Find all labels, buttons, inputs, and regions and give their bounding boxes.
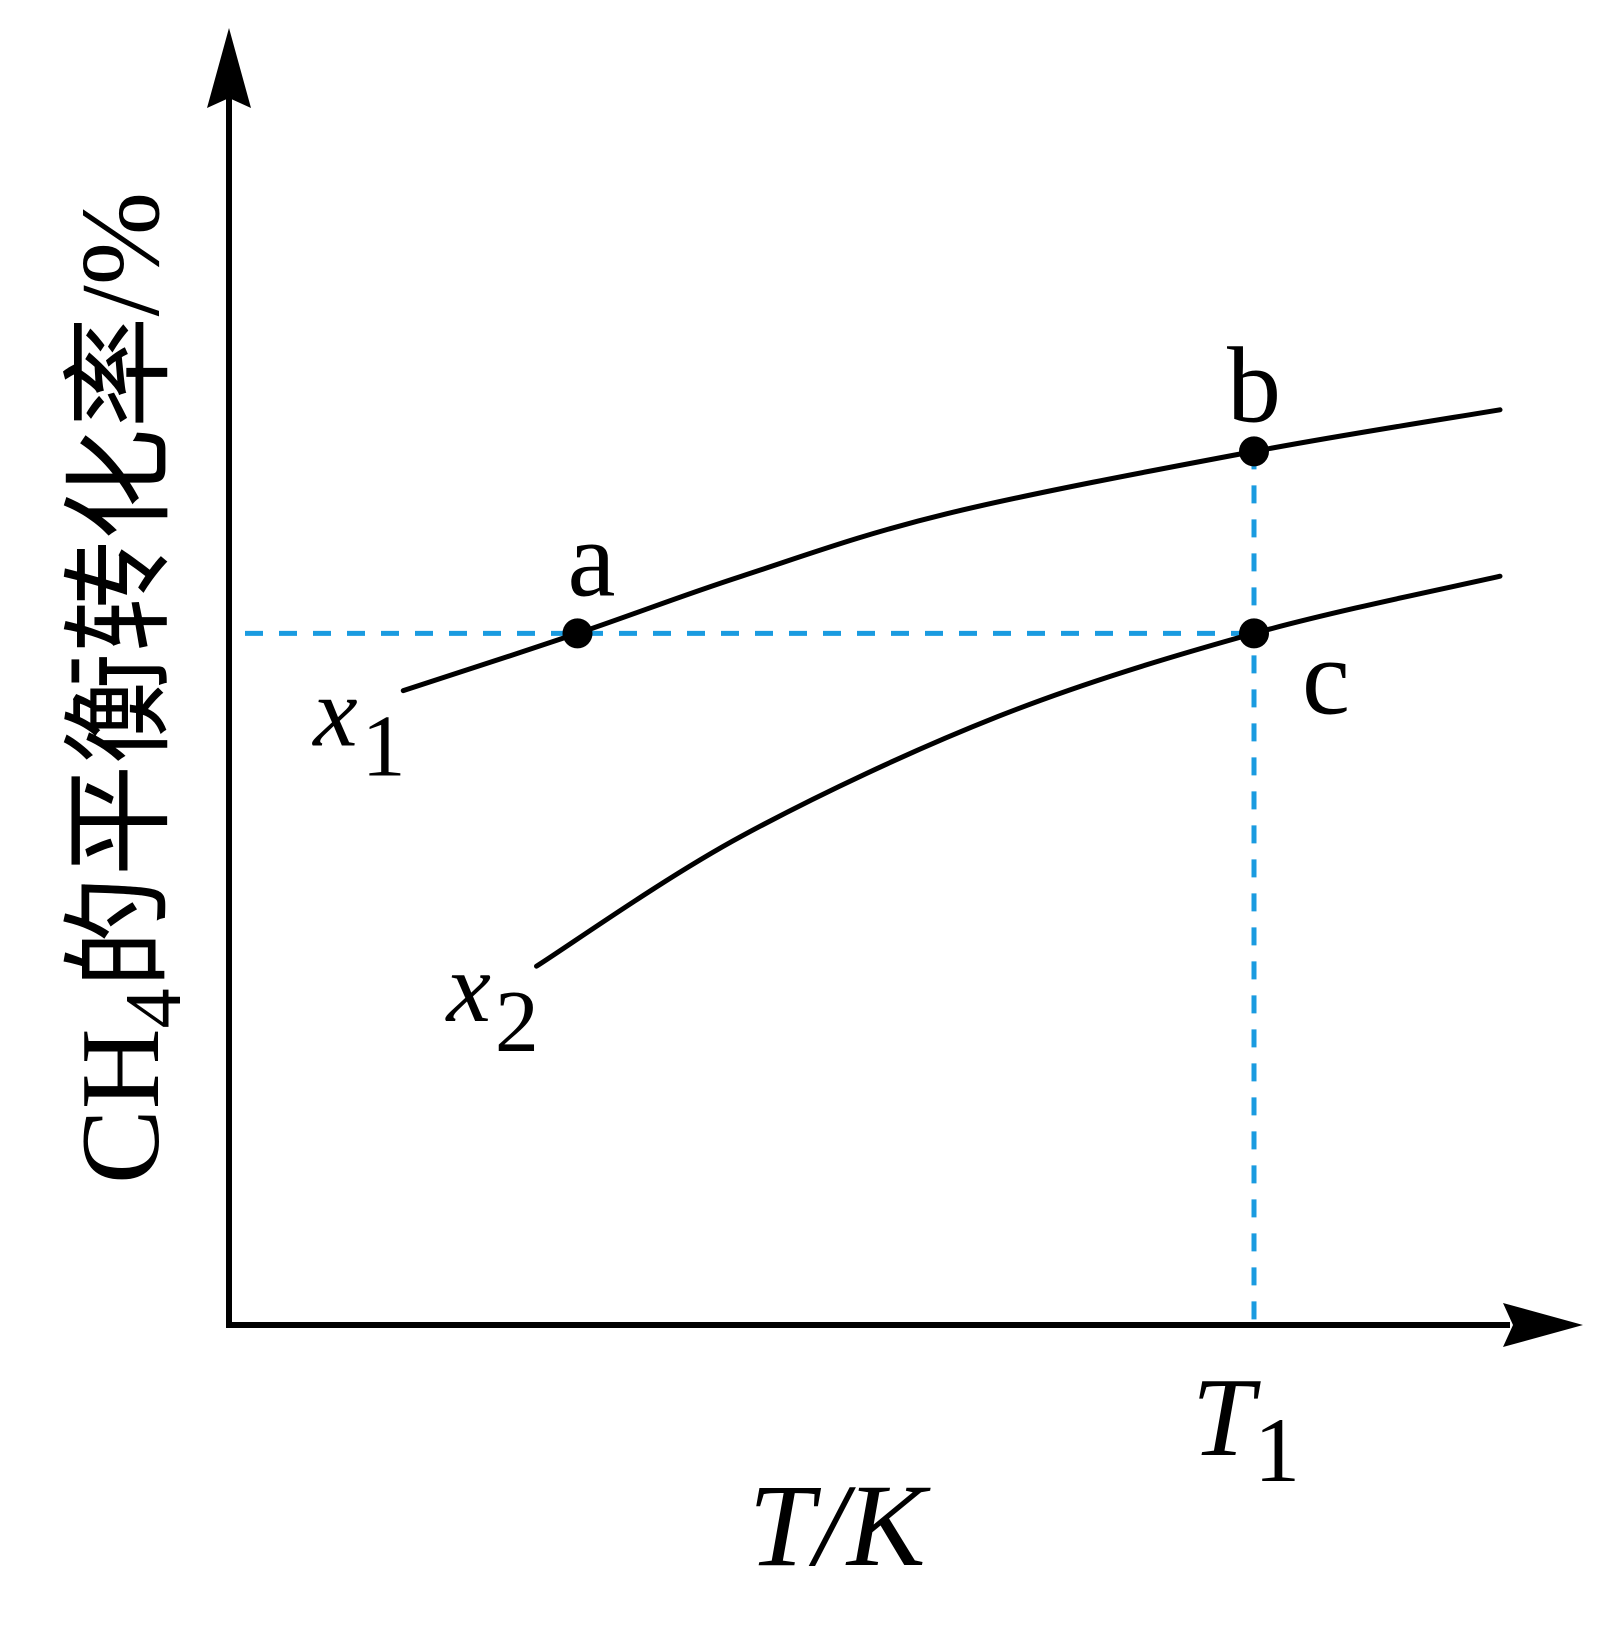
point-label-b: b: [1227, 326, 1281, 445]
y-axis-label-prefix: CH: [59, 1028, 183, 1184]
point-a: [562, 618, 593, 649]
x-tick-label-0: T1: [1192, 1356, 1300, 1501]
series-label-x1: x1: [311, 657, 405, 796]
axes: [207, 28, 1583, 1347]
series-label-x1-sub: 1: [362, 699, 406, 796]
x-tick-label-main: T: [1192, 1356, 1261, 1480]
point-c: [1239, 618, 1269, 649]
y-axis-label-sub: 4: [110, 988, 198, 1028]
data-points: a b c: [562, 326, 1350, 737]
series-label-x1-main: x: [311, 657, 357, 768]
x-tick-labels: T1: [1192, 1356, 1300, 1501]
point-label-a: a: [568, 500, 616, 619]
series-line-x2: [534, 573, 1503, 969]
series-label-x2-main: x: [445, 932, 491, 1043]
guide-lines: [245, 451, 1257, 1325]
y-axis-arrow: [207, 28, 251, 108]
x-axis-arrow: [1503, 1303, 1583, 1347]
x-tick-label-sub: 1: [1254, 1399, 1300, 1501]
series-label-x2: x2: [445, 932, 539, 1071]
y-axis-label: CH4的平衡转化率/%: [59, 192, 198, 1184]
x-axis-label: T/K: [748, 1460, 930, 1591]
y-axis-label-suffix: 的平衡转化率/%: [59, 192, 183, 988]
point-b: [1239, 436, 1269, 467]
point-label-c: c: [1302, 618, 1350, 737]
series-label-x2-sub: 2: [495, 974, 539, 1071]
